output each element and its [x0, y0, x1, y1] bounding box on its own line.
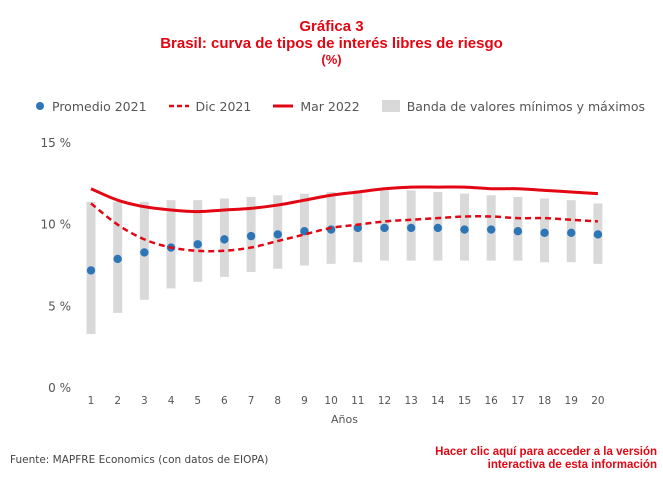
promedio-point-16	[487, 225, 496, 234]
x-tick-label: 13	[404, 395, 417, 407]
promedio-point-2	[113, 254, 122, 264]
interactive-version-link[interactable]: Hacer clic aquí para acceder a la versió…	[435, 446, 657, 472]
x-tick-label: 1	[88, 395, 95, 407]
promedio-point-18	[540, 228, 549, 238]
legend-label-banda: Banda de valores mínimos y máximos	[406, 98, 645, 114]
promedio-point-12	[380, 223, 389, 233]
y-tick-label: 15 %	[41, 136, 72, 150]
chart-title-block: Gráfica 3 Brasil: curva de tipos de inte…	[0, 18, 663, 67]
promedio-point-6	[220, 235, 229, 244]
source-note: Fuente: MAPFRE Economics (con datos de E…	[10, 454, 269, 466]
legend-label-mar: Mar 2022	[300, 98, 360, 114]
y-tick-label: 5 %	[48, 299, 71, 313]
legend-item-dic: Dic 2021	[168, 98, 252, 114]
x-tick-label: 11	[351, 395, 364, 407]
x-tick-label: 18	[538, 395, 551, 407]
promedio-point-7	[246, 231, 256, 241]
legend-item-banda: Banda de valores mínimos y máximos	[381, 98, 645, 114]
legend-band-marker	[381, 100, 400, 112]
x-tick-label: 15	[458, 395, 471, 407]
link-line-2[interactable]: interactiva de esta información	[487, 459, 657, 471]
x-tick-label: 6	[221, 395, 228, 407]
link-line-1[interactable]: Hacer clic aquí para acceder a la versió…	[435, 446, 657, 458]
y-tick-label: 0 %	[48, 381, 71, 395]
x-tick-label: 12	[378, 395, 391, 407]
chart-legend: Promedio 2021 Dic 2021 Mar 2022 Banda de…	[35, 97, 663, 115]
x-tick-label: 20	[591, 395, 604, 407]
x-tick-label: 8	[274, 395, 281, 407]
legend-item-mar: Mar 2022	[273, 98, 360, 114]
chart-subtitle: Brasil: curva de tipos de interés libres…	[160, 35, 503, 52]
legend-solid-line-marker	[273, 104, 294, 108]
promedio-point-3	[140, 248, 149, 257]
promedio-point-14	[433, 223, 443, 233]
y-tick-label: 10 %	[41, 218, 72, 232]
legend-label-promedio: Promedio 2021	[52, 98, 147, 114]
promedio-point-17	[513, 227, 523, 236]
promedio-point-19	[567, 228, 576, 238]
x-tick-label: 16	[485, 395, 499, 407]
x-tick-label: 5	[194, 395, 201, 407]
x-tick-label: 3	[141, 395, 148, 407]
x-tick-label: 14	[431, 395, 445, 407]
x-tick-label: 19	[565, 395, 578, 407]
promedio-point-20	[593, 230, 603, 239]
x-axis-label: Años	[331, 413, 358, 426]
promedio-point-13	[406, 223, 416, 233]
x-tick-label: 9	[301, 395, 308, 407]
chart-title: Gráfica 3	[299, 18, 364, 35]
chart-unit: (%)	[321, 52, 342, 67]
x-tick-label: 17	[511, 395, 524, 407]
x-tick-label: 7	[248, 395, 255, 407]
x-tick-label: 10	[324, 395, 337, 407]
promedio-point-15	[460, 225, 469, 234]
promedio-point-5	[193, 240, 202, 249]
legend-dashed-line-marker	[168, 104, 189, 108]
x-tick-label: 4	[168, 395, 175, 407]
promedio-point-1	[86, 266, 96, 275]
promedio-point-8	[273, 230, 282, 239]
legend-dot-marker	[36, 102, 44, 110]
legend-item-promedio: Promedio 2021	[35, 99, 147, 114]
mar-2022-line	[90, 185, 599, 214]
legend-label-dic: Dic 2021	[195, 98, 252, 114]
x-tick-label: 2	[114, 395, 121, 407]
dic-2021-line	[90, 202, 598, 253]
